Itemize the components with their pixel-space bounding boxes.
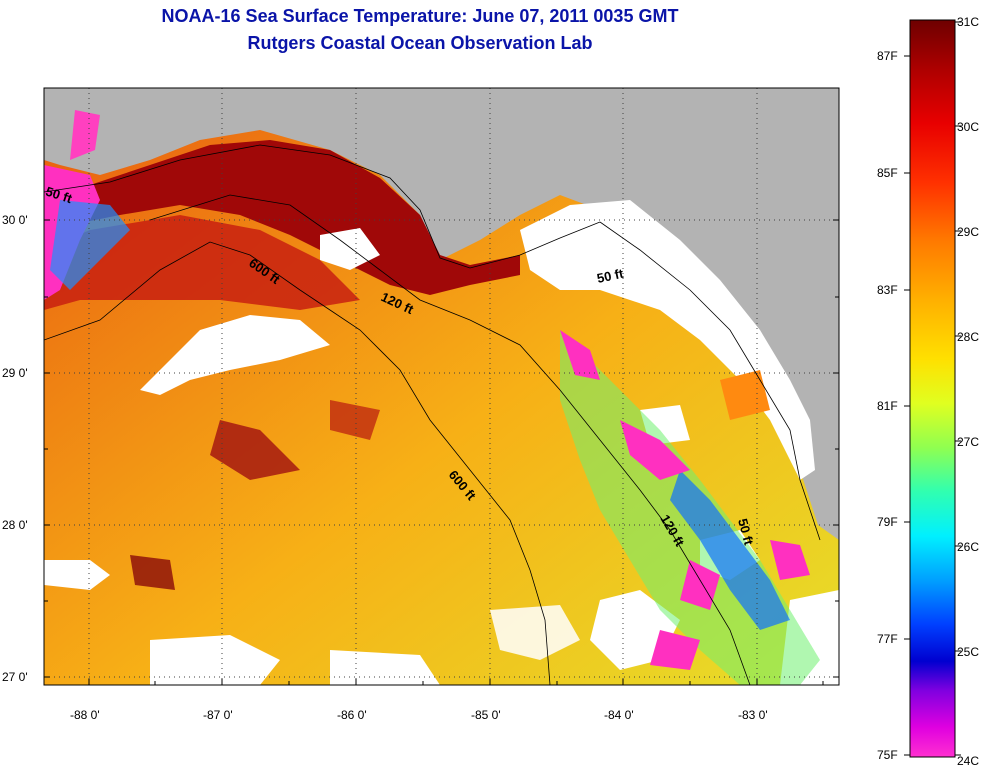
sst-field: 50 ft 50 ft 50 ft 120 ft 120 ft 600 ft 6… <box>44 88 839 685</box>
land-mass <box>44 88 839 540</box>
cloud-cover <box>520 200 815 480</box>
colorbar-celsius-label: 29C <box>957 225 979 239</box>
axis-ticks <box>44 219 839 685</box>
y-tick-label: 28 0' <box>2 518 28 532</box>
y-tick-label: 27 0' <box>2 670 28 684</box>
colorbar-ticks <box>904 21 961 756</box>
x-tick-label: -87 0' <box>203 708 233 722</box>
colorbar-fahrenheit-label: 81F <box>877 399 898 413</box>
colorbar <box>909 19 956 758</box>
x-tick-label: -84 0' <box>604 708 634 722</box>
colorbar-celsius-label: 30C <box>957 120 979 134</box>
y-tick-label: 30 0' <box>2 213 28 227</box>
colorbar-fahrenheit-label: 77F <box>877 632 898 646</box>
colorbar-fahrenheit-label: 87F <box>877 49 898 63</box>
colorbar-celsius-label: 24C <box>957 754 979 768</box>
x-tick-label: -85 0' <box>471 708 501 722</box>
bathymetry-contours <box>44 144 821 685</box>
contour-label-50ft-south: 50 ft <box>735 517 757 547</box>
colorbar-fahrenheit-label: 79F <box>877 515 898 529</box>
colorbar-celsius-label: 28C <box>957 330 979 344</box>
warm-band <box>44 140 520 295</box>
colorbar-celsius-label: 31C <box>957 15 979 29</box>
colorbar-celsius-label: 25C <box>957 645 979 659</box>
map-subtitle: Rutgers Coastal Ocean Observation Lab <box>247 33 593 53</box>
x-tick-label: -88 0' <box>70 708 100 722</box>
colorbar-celsius-label: 27C <box>957 435 979 449</box>
x-tick-label: -83 0' <box>738 708 768 722</box>
map-title: NOAA-16 Sea Surface Temperature: June 07… <box>161 6 679 26</box>
colorbar-celsius-label: 26C <box>957 540 979 554</box>
colorbar-fahrenheit-label: 83F <box>877 283 898 297</box>
y-tick-label: 29 0' <box>2 366 28 380</box>
colorbar-fahrenheit-label: 85F <box>877 166 898 180</box>
colorbar-fahrenheit-label: 75F <box>877 748 898 762</box>
map-frame <box>43 87 840 686</box>
contour-label-50ft-east: 50 ft <box>596 266 626 286</box>
x-tick-label: -86 0' <box>337 708 367 722</box>
